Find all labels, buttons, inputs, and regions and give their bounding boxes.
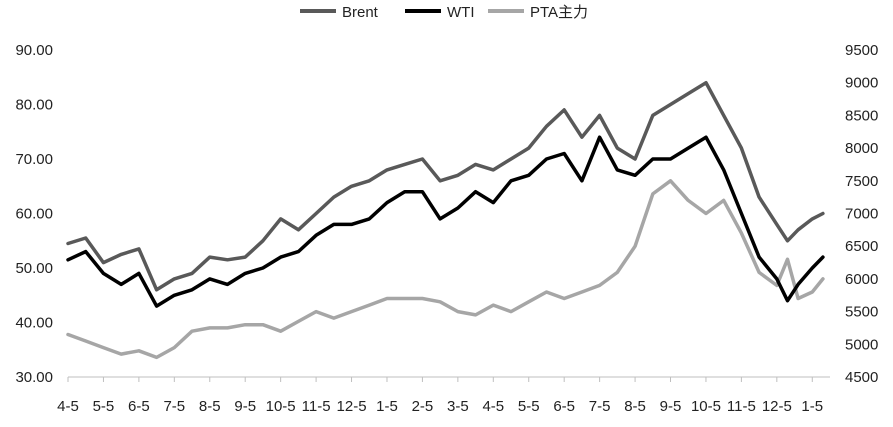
y-left-tick-label: 50.00 xyxy=(15,260,53,277)
y-left-tick-label: 90.00 xyxy=(15,42,53,59)
y-right-tick-label: 9500 xyxy=(845,42,878,59)
x-tick-label: 8-5 xyxy=(624,398,646,415)
x-tick-label: 9-5 xyxy=(660,398,682,415)
y-right-tick-label: 8500 xyxy=(845,107,878,124)
y-right-tick-label: 4500 xyxy=(845,369,878,386)
x-tick-label: 6-5 xyxy=(128,398,150,415)
x-tick-label: 5-5 xyxy=(518,398,540,415)
legend-label: Brent xyxy=(342,4,379,21)
series-line-brent xyxy=(66,80,825,292)
legend-label: PTA主力 xyxy=(530,4,588,21)
axes: 4-5 5-5 6-5 7-5 8-5 9-5 10-5 11-5 12-5 1-5 2-5 3-5 4… xyxy=(15,42,878,415)
y-right-tick-label: 6000 xyxy=(845,271,878,288)
x-tick-label: 9-5 xyxy=(234,398,256,415)
y-right-tick-label: 6500 xyxy=(845,238,878,255)
y-right-tick-label: 5500 xyxy=(845,304,878,321)
x-tick-label: 7-5 xyxy=(163,398,185,415)
y-right-tick-label: 7500 xyxy=(845,173,878,190)
y-left-tick-label: 70.00 xyxy=(15,151,53,168)
legend-item-wti: WTI xyxy=(405,4,475,21)
x-tick-label: 1-5 xyxy=(376,398,398,415)
x-tick-label: 5-5 xyxy=(93,398,115,415)
x-tick-label: 10-5 xyxy=(266,398,296,415)
x-tick-label: 12-5 xyxy=(762,398,792,415)
x-tick-label: 1-5 xyxy=(801,398,823,415)
x-tick-label: 11-5 xyxy=(302,398,331,415)
legend: Brent WTI PTA主力 xyxy=(300,4,588,21)
y-right-tick-label: 5000 xyxy=(845,336,878,353)
x-tick-label: 2-5 xyxy=(412,398,434,415)
x-tick-label: 7-5 xyxy=(589,398,611,415)
y-left-tick-label: 30.00 xyxy=(15,369,53,386)
x-tick-label: 3-5 xyxy=(447,398,469,415)
y-right-tick-label: 7000 xyxy=(845,206,878,223)
y-right-tick-label: 8000 xyxy=(845,140,878,157)
x-tick-label: 12-5 xyxy=(337,398,367,415)
x-tick-label: 6-5 xyxy=(553,398,575,415)
series-line-pta xyxy=(66,179,825,360)
series-layer xyxy=(66,80,825,360)
y-left-tick-label: 40.00 xyxy=(15,315,53,332)
y-left-tick-label: 80.00 xyxy=(15,97,53,114)
y-left-tick-label: 60.00 xyxy=(15,206,53,223)
x-tick-label: 8-5 xyxy=(199,398,221,415)
x-tick-label: 11-5 xyxy=(727,398,756,415)
series-line-wti xyxy=(66,135,825,308)
legend-label: WTI xyxy=(447,4,475,21)
legend-item-pta: PTA主力 xyxy=(488,4,588,21)
x-tick-label: 10-5 xyxy=(691,398,721,415)
x-tick-label: 4-5 xyxy=(482,398,504,415)
y-right-tick-label: 9000 xyxy=(845,75,878,92)
x-tick-label: 4-5 xyxy=(57,398,79,415)
legend-item-brent: Brent xyxy=(300,4,379,21)
